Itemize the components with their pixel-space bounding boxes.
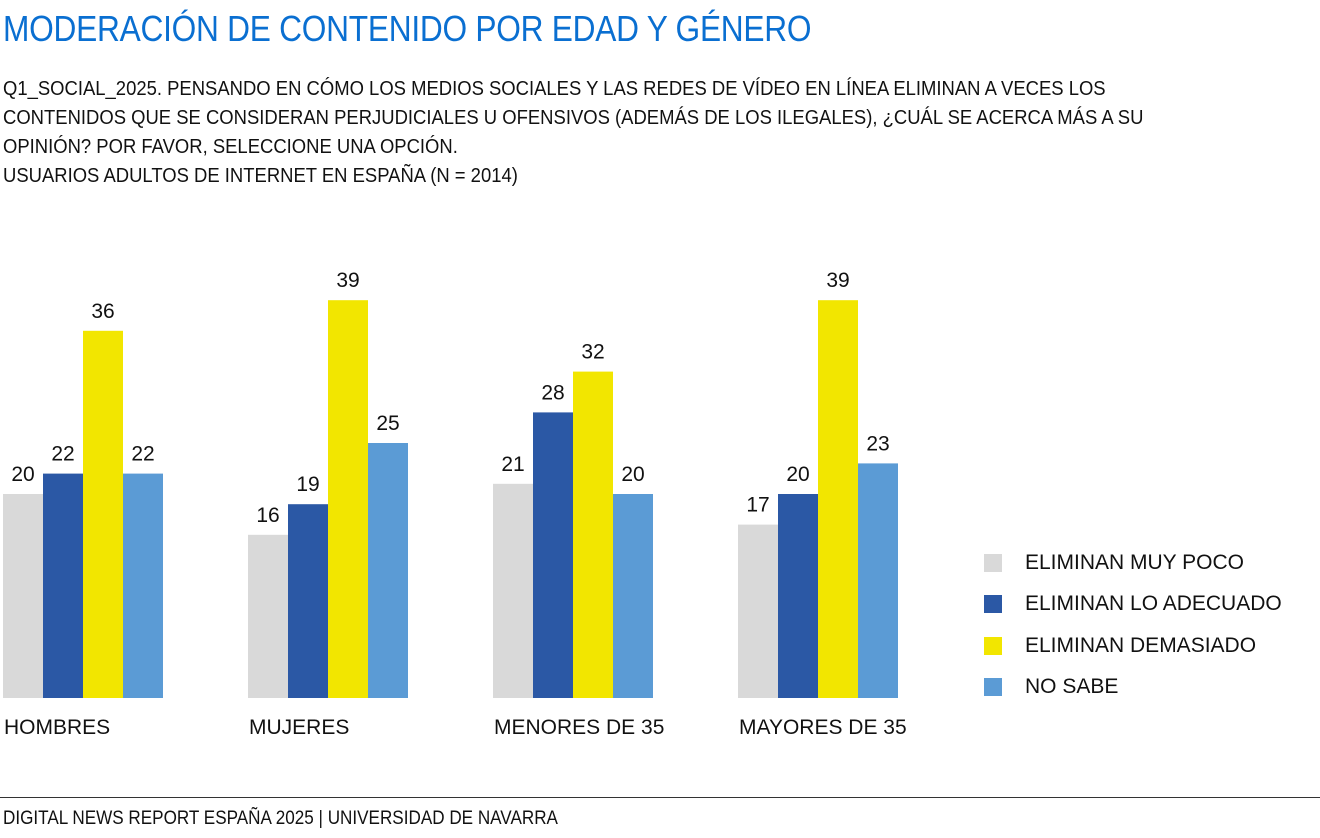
legend-label: ELIMINAN MUY POCO	[1025, 550, 1244, 574]
bar-value-label: 19	[296, 473, 319, 496]
legend-swatch	[984, 678, 1002, 697]
bar-value-label: 20	[11, 463, 34, 486]
bar	[738, 524, 778, 698]
bar-value-label: 22	[51, 443, 74, 466]
chart-subtitle: Q1_SOCIAL_2025. PENSANDO EN CÓMO LOS MED…	[3, 74, 1144, 190]
bar	[368, 443, 408, 698]
bar	[288, 504, 328, 698]
bar	[858, 463, 898, 698]
bar	[818, 300, 858, 698]
bar	[533, 412, 573, 698]
bar-value-label: 21	[501, 453, 524, 476]
bar-value-label: 22	[131, 443, 154, 466]
bar	[123, 473, 163, 698]
subtitle-sample-line: USUARIOS ADULTOS DE INTERNET EN ESPAÑA (…	[3, 164, 518, 187]
bar-value-label: 36	[91, 300, 114, 323]
chart-legend: ELIMINAN MUY POCO ELIMINAN LO ADECUADO ELI…	[984, 542, 1282, 708]
bar-value-label: 23	[866, 432, 889, 455]
subtitle-line: OPINIÓN? POR FAVOR, SELECCIONE UNA OPCIÓ…	[3, 135, 458, 158]
legend-swatch	[984, 636, 1002, 655]
bar-value-label: 28	[541, 381, 564, 404]
subtitle-line: Q1_SOCIAL_2025. PENSANDO EN CÓMO LOS MED…	[3, 77, 1106, 100]
bar	[3, 494, 43, 698]
subtitle-line: CONTENIDOS QUE SE CONSIDERAN PERJUDICIAL…	[3, 106, 1144, 129]
bar	[43, 473, 83, 698]
category-label: HOMBRES	[4, 716, 110, 739]
legend-item: ELIMINAN DEMASIADO	[984, 625, 1282, 667]
bar-value-label: 32	[581, 341, 604, 364]
legend-label: ELIMINAN LO ADECUADO	[1025, 592, 1282, 616]
bar-value-label: 39	[826, 269, 849, 292]
bar-value-label: 25	[376, 412, 399, 435]
legend-item: NO SABE	[984, 667, 1282, 709]
bar-value-label: 20	[621, 463, 644, 486]
bar	[328, 300, 368, 698]
bar-value-label: 20	[786, 463, 809, 486]
bar	[83, 330, 123, 698]
chart-title: MODERACIÓN DE CONTENIDO POR EDAD Y GÉNER…	[3, 8, 812, 49]
legend-swatch	[984, 595, 1002, 614]
legend-label: ELIMINAN DEMASIADO	[1025, 633, 1257, 657]
legend-item: ELIMINAN LO ADECUADO	[984, 584, 1282, 626]
bar-value-label: 16	[256, 504, 279, 527]
bar	[778, 494, 818, 698]
legend-item: ELIMINAN MUY POCO	[984, 542, 1282, 584]
bar-value-label: 39	[336, 269, 359, 292]
legend-swatch	[984, 553, 1002, 572]
footer-divider	[0, 797, 1320, 798]
bar-value-label: 17	[746, 494, 769, 517]
bar	[493, 483, 533, 698]
legend-label: NO SABE	[1025, 675, 1119, 699]
bar	[573, 371, 613, 698]
category-label: MUJERES	[249, 716, 349, 739]
footer-source: DIGITAL NEWS REPORT ESPAÑA 2025 | UNIVER…	[3, 808, 558, 829]
category-label: MAYORES DE 35	[739, 716, 907, 739]
category-label: MENORES DE 35	[494, 716, 664, 739]
bar	[248, 534, 288, 698]
bar	[613, 494, 653, 698]
